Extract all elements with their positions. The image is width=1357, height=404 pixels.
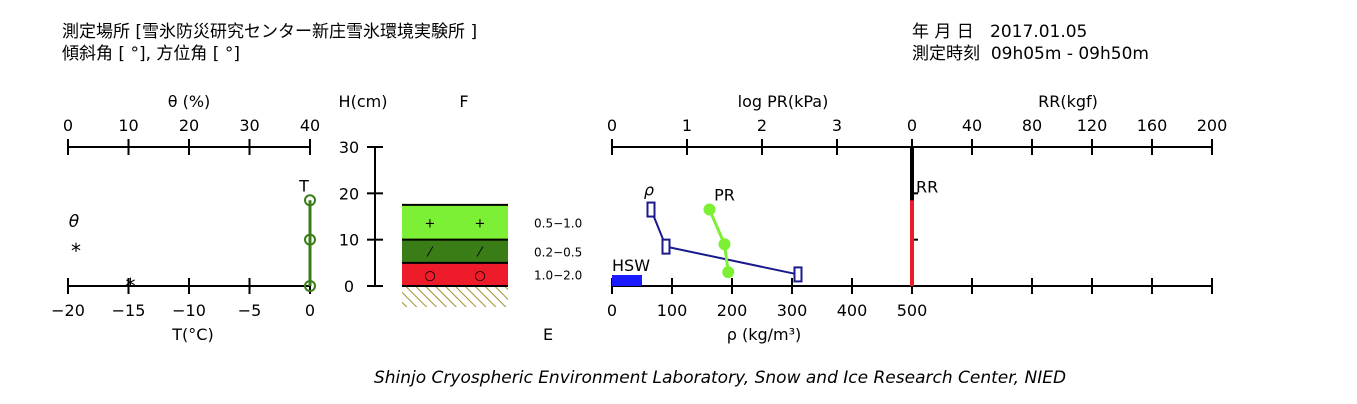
ground-hatch bbox=[402, 286, 508, 307]
pr-point bbox=[722, 266, 735, 279]
temperature-series-label: T bbox=[298, 176, 309, 195]
density-point bbox=[646, 201, 656, 218]
rr-tick-label: 80 bbox=[1022, 116, 1042, 135]
density-point bbox=[661, 238, 671, 255]
rr-axis-title: RR(kgf) bbox=[1038, 92, 1098, 111]
theta-point: * bbox=[126, 274, 136, 298]
rr-tick-label: 0 bbox=[907, 116, 917, 135]
logpr-tick-label: 0 bbox=[607, 116, 617, 135]
site-close: ] bbox=[470, 22, 478, 42]
density-tick-label: 400 bbox=[837, 301, 868, 320]
density-axis-title: ρ (kg/m³) bbox=[727, 325, 802, 344]
height-tick-label: 30 bbox=[339, 138, 359, 157]
temperature-point bbox=[304, 194, 316, 207]
grain-size-label: 1.0−2.0 bbox=[534, 268, 582, 282]
temperature-tick-label: −10 bbox=[172, 301, 206, 320]
temperature-tick-label: −15 bbox=[112, 301, 146, 320]
density-tick-label: 200 bbox=[717, 301, 748, 320]
logpr-tick-label: 2 bbox=[757, 116, 767, 135]
grain-symbol: ⁄ bbox=[426, 245, 434, 260]
hsw-bar bbox=[612, 275, 642, 286]
temperature-axis-title: T(°C) bbox=[171, 325, 213, 344]
logpr-tick-label: 3 bbox=[832, 116, 842, 135]
theta-legend-symbol: θ bbox=[69, 212, 80, 232]
density-tick-label: 100 bbox=[657, 301, 688, 320]
grain-size-label: 0.5−1.0 bbox=[534, 216, 582, 230]
theta-tick-label: 30 bbox=[239, 116, 259, 135]
time-label: 測定時刻 bbox=[912, 44, 980, 64]
temperature-point bbox=[304, 280, 316, 292]
temperature-point bbox=[304, 233, 316, 246]
theta-legend-marker: * bbox=[71, 239, 81, 263]
site-name: 雪氷防災研究センター新庄雪氷環境実験所 bbox=[142, 22, 466, 42]
density-tick-label: 300 bbox=[777, 301, 808, 320]
height-tick-label: 20 bbox=[339, 184, 359, 203]
logpr-axis-title: log PR(kPa) bbox=[738, 92, 829, 111]
temperature-tick-label: −5 bbox=[238, 301, 262, 320]
density-tick-label: 0 bbox=[607, 301, 617, 320]
snow-layer bbox=[402, 239, 508, 263]
theta-tick-label: 0 bbox=[63, 116, 73, 135]
time-value: 09h05m - 09h50m bbox=[990, 44, 1149, 64]
theta-tick-label: 10 bbox=[118, 116, 138, 135]
grain-symbol: + bbox=[425, 216, 436, 231]
grain-symbol: ○ bbox=[424, 268, 435, 283]
snow-layer bbox=[402, 262, 508, 286]
rr-bar bbox=[910, 200, 914, 286]
temperature-tick-label: 0 bbox=[305, 301, 315, 320]
date-value: 2017.01.05 bbox=[990, 22, 1088, 42]
pr-point bbox=[703, 203, 716, 216]
rr-tick-label: 160 bbox=[1137, 116, 1168, 135]
site-line: 測定場所 [雪氷防災研究センター新庄雪氷環境実験所 ] bbox=[62, 21, 477, 43]
site-label: 測定場所 [ bbox=[62, 22, 143, 42]
column-label-top: F bbox=[459, 92, 468, 111]
density-series-label: ρ bbox=[644, 181, 654, 200]
temperature-tick-label: −20 bbox=[51, 301, 85, 320]
column-label-bottom: E bbox=[543, 325, 553, 344]
rr-tick-label: 200 bbox=[1197, 116, 1228, 135]
snow-layer bbox=[402, 204, 508, 240]
hsw-label: HSW bbox=[612, 256, 650, 275]
logpr-tick-label: 1 bbox=[682, 116, 692, 135]
height-tick-label: 0 bbox=[344, 277, 354, 296]
angle-line: 傾斜角 [ °], 方位角 [ °] bbox=[62, 44, 240, 64]
grain-symbol: ⁄ bbox=[476, 245, 484, 260]
rr-series-label: RR bbox=[916, 177, 938, 196]
footer-credit: Shinjo Cryospheric Environment Laborator… bbox=[373, 368, 1067, 388]
density-tick-label: 500 bbox=[897, 301, 928, 320]
date-label: 年 月 日 bbox=[912, 22, 974, 42]
height-axis-title: H(cm) bbox=[339, 92, 388, 111]
theta-axis-title: θ (%) bbox=[168, 92, 211, 111]
grain-symbol: + bbox=[475, 216, 486, 231]
theta-tick-label: 40 bbox=[300, 116, 320, 135]
density-point bbox=[793, 266, 803, 283]
pr-series-label: PR bbox=[714, 186, 735, 205]
pr-point bbox=[718, 238, 731, 251]
rr-tick-label: 40 bbox=[962, 116, 982, 135]
time-line: 測定時刻 09h05m - 09h50m bbox=[912, 43, 1149, 65]
date-line: 年 月 日 2017.01.05 bbox=[912, 21, 1087, 43]
grain-symbol: ○ bbox=[474, 268, 485, 283]
grain-size-label: 0.2−0.5 bbox=[534, 245, 582, 259]
rr-tick-label: 120 bbox=[1077, 116, 1108, 135]
height-tick-label: 10 bbox=[339, 231, 359, 250]
theta-tick-label: 20 bbox=[179, 116, 199, 135]
